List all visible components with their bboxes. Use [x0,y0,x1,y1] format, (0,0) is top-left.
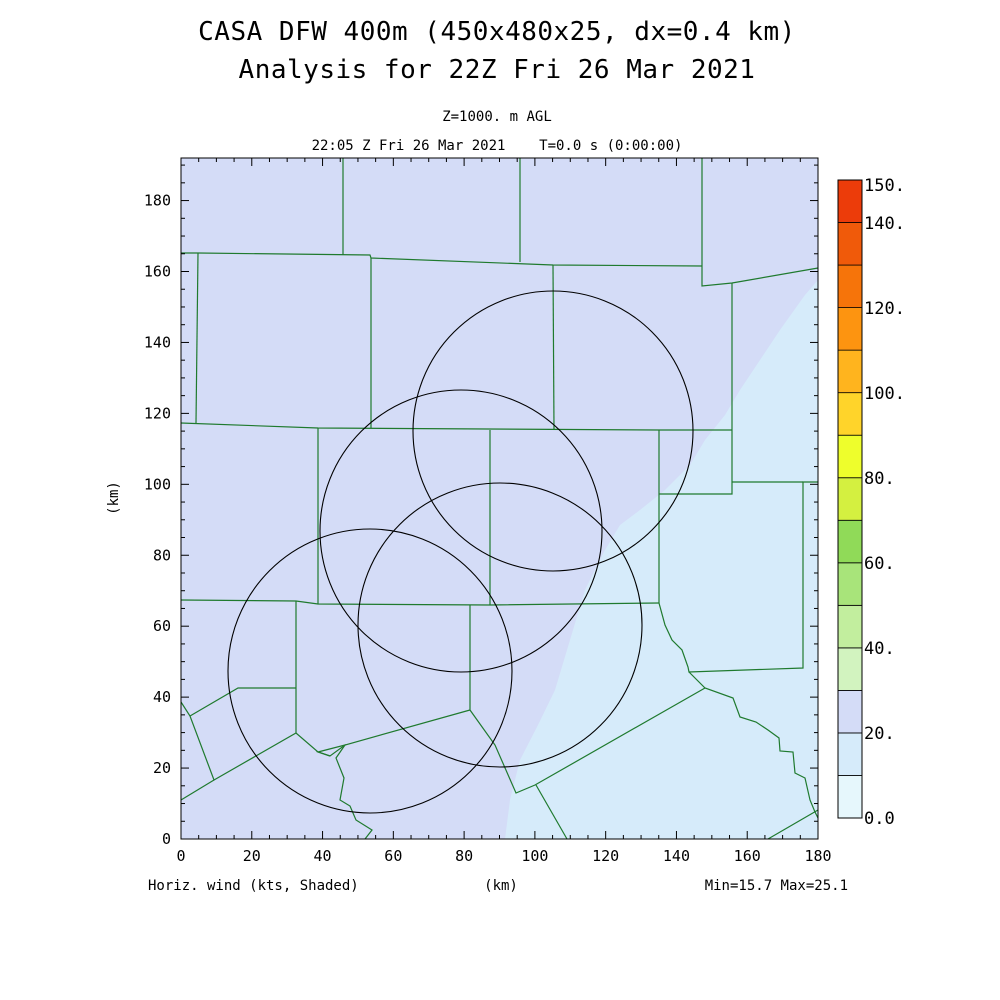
y-tick-label: 100 [144,475,171,493]
y-tick-label: 60 [153,617,171,635]
y-axis-label: (km) [106,481,122,515]
colorbar-swatch [837,690,863,734]
x-axis: 0 20 40 60 80 100 120 140 160 180 [176,158,832,865]
valid-time-label: 22:05 Z Fri 26 Mar 2021 T=0.0 s (0:00:00… [312,138,683,154]
x-tick-label: 20 [243,847,261,865]
colorbar-swatch [837,179,863,223]
y-tick-label: 120 [144,404,171,422]
colorbar-label: 120. [864,299,905,319]
colorbar-swatch [837,264,863,309]
colorbar-label: 60. [864,554,895,574]
radar-range-rings [227,290,694,814]
colorbar-swatch [837,647,863,691]
x-tick-label: 60 [384,847,402,865]
radar-ring-southwest [227,528,513,814]
colorbar-label: 140. [864,214,905,234]
boundary-lines [180,158,819,840]
x-tick-label: 40 [314,847,332,865]
colorbar-label: 100. [864,384,905,404]
colorbar-swatch [837,434,863,479]
x-tick-label: 80 [455,847,473,865]
colorbar-swatch [837,222,863,266]
y-tick-label: 140 [144,333,171,351]
y-tick-label: 80 [153,546,171,564]
min-max-label: Min=15.7 Max=25.1 [705,878,848,894]
x-tick-label: 140 [663,847,690,865]
x-tick-label: 180 [804,847,831,865]
colorbar-swatch [837,732,863,776]
colorbar-swatch [837,519,863,564]
colorbar-swatch [837,307,863,351]
radar-ring-southeast [357,482,643,768]
colorbar-label: 150. [864,176,905,196]
colorbar-swatch [837,349,863,394]
colorbar-label: 0.0 [864,809,895,829]
colorbar-frame [837,179,863,819]
x-axis-unit-label: (km) [484,878,518,894]
wind-field-low [505,280,818,839]
level-label: Z=1000. m AGL [442,109,552,125]
colorbar-swatch [837,775,863,819]
radar-ring-central [319,389,603,673]
figure-title-line2: Analysis for 22Z Fri 26 Mar 2021 [239,55,756,85]
y-tick-label: 20 [153,759,171,777]
colorbar-swatch [837,604,863,649]
y-axis: 0 20 40 60 80 100 120 140 160 180 [144,164,818,848]
y-tick-label: 180 [144,192,171,210]
colorbar-swatch [837,392,863,436]
field-label: Horiz. wind (kts, Shaded) [148,878,359,894]
y-tick-label: 160 [144,263,171,281]
colorbar-swatch [837,562,863,606]
x-tick-label: 120 [592,847,619,865]
colorbar-swatch [837,477,863,521]
colorbar-label: 20. [864,724,895,744]
colorbar-label: 40. [864,639,895,659]
colorbar: 0.0 20. 40. 60. 80. 100. 120. 140. 150. [837,176,905,829]
x-tick-label: 0 [176,847,185,865]
x-tick-label: 160 [734,847,761,865]
y-tick-label: 40 [153,688,171,706]
colorbar-label: 80. [864,469,895,489]
y-tick-label: 0 [162,830,171,848]
x-tick-label: 100 [521,847,548,865]
figure-title-line1: CASA DFW 400m (450x480x25, dx=0.4 km) [198,17,796,47]
radar-ring-northeast [412,290,694,572]
